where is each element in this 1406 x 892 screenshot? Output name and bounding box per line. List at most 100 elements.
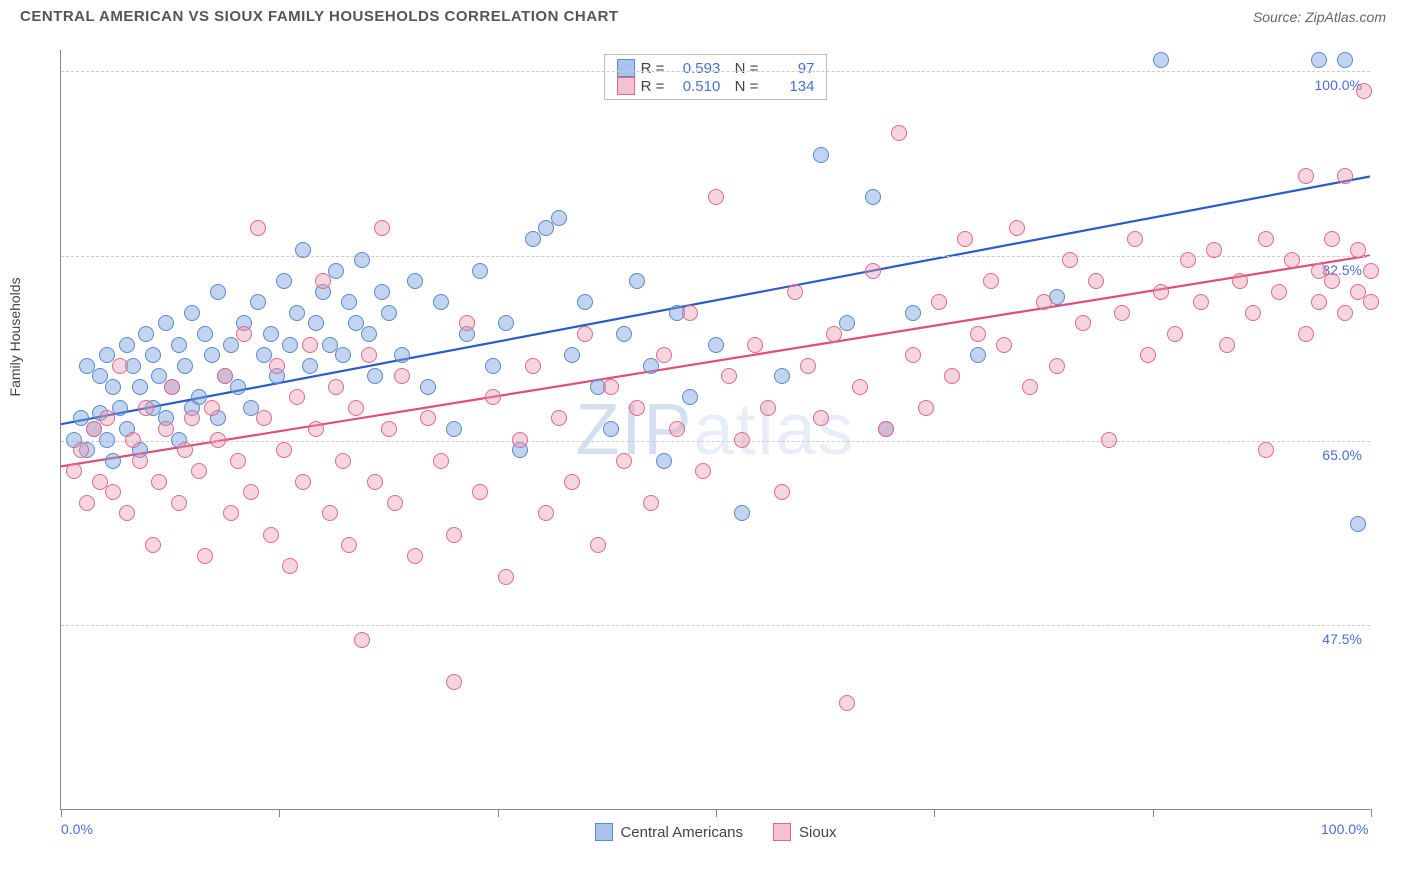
chart-source: Source: ZipAtlas.com <box>1253 9 1386 25</box>
data-point <box>223 337 239 353</box>
stat-label-n: N = <box>726 60 758 77</box>
data-point <box>387 495 403 511</box>
x-tick <box>498 809 499 817</box>
data-point <box>800 358 816 374</box>
data-point <box>1350 242 1366 258</box>
data-point <box>459 315 475 331</box>
data-point <box>839 695 855 711</box>
gridline-h <box>61 625 1370 626</box>
data-point <box>112 400 128 416</box>
data-point <box>918 400 934 416</box>
data-point <box>643 495 659 511</box>
data-point <box>73 442 89 458</box>
x-tick <box>934 809 935 817</box>
data-point <box>335 347 351 363</box>
data-point <box>839 315 855 331</box>
data-point <box>86 421 102 437</box>
data-point <box>191 463 207 479</box>
data-point <box>498 569 514 585</box>
data-point <box>158 421 174 437</box>
data-point <box>204 400 220 416</box>
data-point <box>276 273 292 289</box>
data-point <box>119 337 135 353</box>
data-point <box>348 400 364 416</box>
trend-lines-svg <box>61 50 1370 809</box>
data-point <box>335 453 351 469</box>
data-point <box>1258 442 1274 458</box>
y-tick-label: 65.0% <box>1322 447 1362 463</box>
data-point <box>361 326 377 342</box>
data-point <box>210 284 226 300</box>
stat-value-r: 0.593 <box>670 60 720 77</box>
data-point <box>420 379 436 395</box>
data-point <box>223 505 239 521</box>
stat-label-r: R = <box>641 78 665 95</box>
data-point <box>289 305 305 321</box>
data-point <box>538 220 554 236</box>
data-point <box>302 337 318 353</box>
data-point <box>322 505 338 521</box>
data-point <box>105 484 121 500</box>
data-point <box>177 358 193 374</box>
data-point <box>381 305 397 321</box>
data-point <box>66 463 82 479</box>
data-point <box>374 220 390 236</box>
data-point <box>1311 52 1327 68</box>
data-point <box>230 379 246 395</box>
data-point <box>407 548 423 564</box>
data-point <box>184 410 200 426</box>
data-point <box>970 326 986 342</box>
series-swatch <box>617 77 635 95</box>
data-point <box>250 220 266 236</box>
data-point <box>1114 305 1130 321</box>
legend-swatch <box>594 823 612 841</box>
data-point <box>813 147 829 163</box>
data-point <box>695 463 711 479</box>
data-point <box>760 400 776 416</box>
watermark-light: atlas <box>693 390 855 470</box>
data-point <box>603 421 619 437</box>
x-tick <box>61 809 62 817</box>
data-point <box>328 379 344 395</box>
data-point <box>1271 284 1287 300</box>
data-point <box>472 263 488 279</box>
data-point <box>1140 347 1156 363</box>
data-point <box>643 358 659 374</box>
data-point <box>354 632 370 648</box>
data-point <box>774 484 790 500</box>
data-point <box>957 231 973 247</box>
legend-bottom: Central AmericansSioux <box>594 823 836 841</box>
data-point <box>512 432 528 448</box>
data-point <box>1167 326 1183 342</box>
data-point <box>145 537 161 553</box>
data-point <box>79 495 95 511</box>
data-point <box>263 326 279 342</box>
data-point <box>374 284 390 300</box>
data-point <box>944 368 960 384</box>
data-point <box>905 347 921 363</box>
data-point <box>1356 83 1372 99</box>
data-point <box>1363 294 1379 310</box>
legend-label: Central Americans <box>620 824 743 841</box>
data-point <box>1206 242 1222 258</box>
data-point <box>177 442 193 458</box>
data-point <box>119 505 135 521</box>
data-point <box>1298 326 1314 342</box>
data-point <box>865 189 881 205</box>
data-point <box>407 273 423 289</box>
plot-area: ZIPatlas R =0.593 N =97R =0.510 N =134 C… <box>60 50 1370 810</box>
data-point <box>878 421 894 437</box>
data-point <box>669 421 685 437</box>
data-point <box>446 527 462 543</box>
gridline-h <box>61 71 1370 72</box>
data-point <box>367 474 383 490</box>
data-point <box>204 347 220 363</box>
data-point <box>151 474 167 490</box>
x-tick-label: 0.0% <box>61 821 93 837</box>
data-point <box>1036 294 1052 310</box>
stat-value-r: 0.510 <box>670 78 720 95</box>
data-point <box>538 505 554 521</box>
data-point <box>931 294 947 310</box>
data-point <box>1337 305 1353 321</box>
stat-value-n: 134 <box>764 78 814 95</box>
